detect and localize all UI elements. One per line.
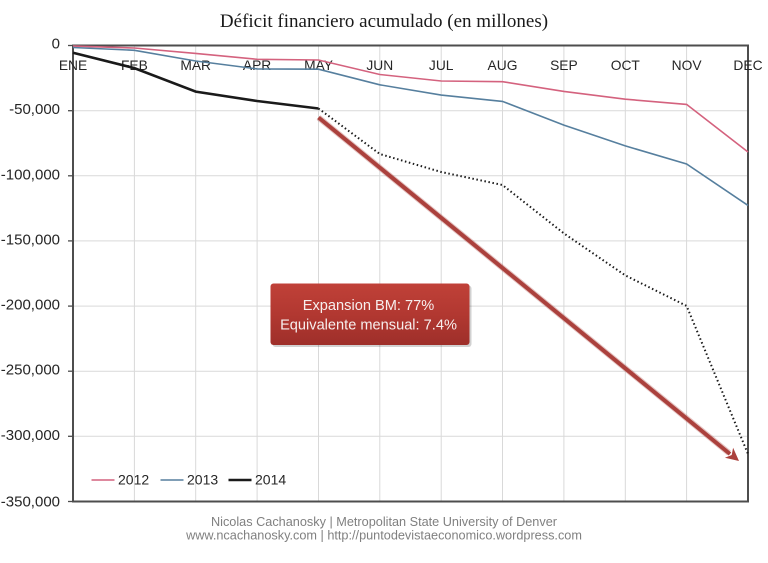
svg-text:NOV: NOV [672, 58, 703, 73]
svg-text:2012: 2012 [118, 472, 149, 488]
svg-text:-200,000: -200,000 [1, 297, 60, 314]
svg-text:OCT: OCT [611, 58, 641, 73]
svg-text:-50,000: -50,000 [9, 101, 60, 118]
svg-text:Expansion BM: 77%: Expansion BM: 77% [303, 298, 434, 314]
svg-text:www.ncachanosky.com | http://p: www.ncachanosky.com | http://puntodevist… [185, 529, 582, 543]
svg-text:2013: 2013 [187, 472, 218, 488]
svg-text:APR: APR [243, 58, 271, 73]
svg-text:FEB: FEB [121, 58, 148, 73]
svg-text:DEC: DEC [733, 58, 762, 73]
svg-text:AUG: AUG [488, 58, 518, 73]
svg-text:JUL: JUL [429, 58, 454, 73]
svg-text:-100,000: -100,000 [1, 166, 60, 183]
svg-text:-150,000: -150,000 [1, 231, 60, 248]
svg-text:Déficit financiero acumulado (: Déficit financiero acumulado (en millone… [220, 11, 548, 32]
svg-text:ENE: ENE [59, 58, 87, 73]
svg-text:SEP: SEP [550, 58, 578, 73]
svg-text:-300,000: -300,000 [1, 427, 60, 444]
svg-text:-250,000: -250,000 [1, 362, 60, 379]
svg-text:JUN: JUN [366, 58, 393, 73]
svg-text:Equivalente mensual: 7.4%: Equivalente mensual: 7.4% [280, 318, 457, 334]
svg-text:2014: 2014 [255, 472, 286, 488]
svg-text:Nicolas Cachanosky | Metropoli: Nicolas Cachanosky | Metropolitan State … [211, 515, 558, 529]
svg-text:-350,000: -350,000 [1, 494, 60, 511]
svg-text:0: 0 [52, 36, 60, 53]
